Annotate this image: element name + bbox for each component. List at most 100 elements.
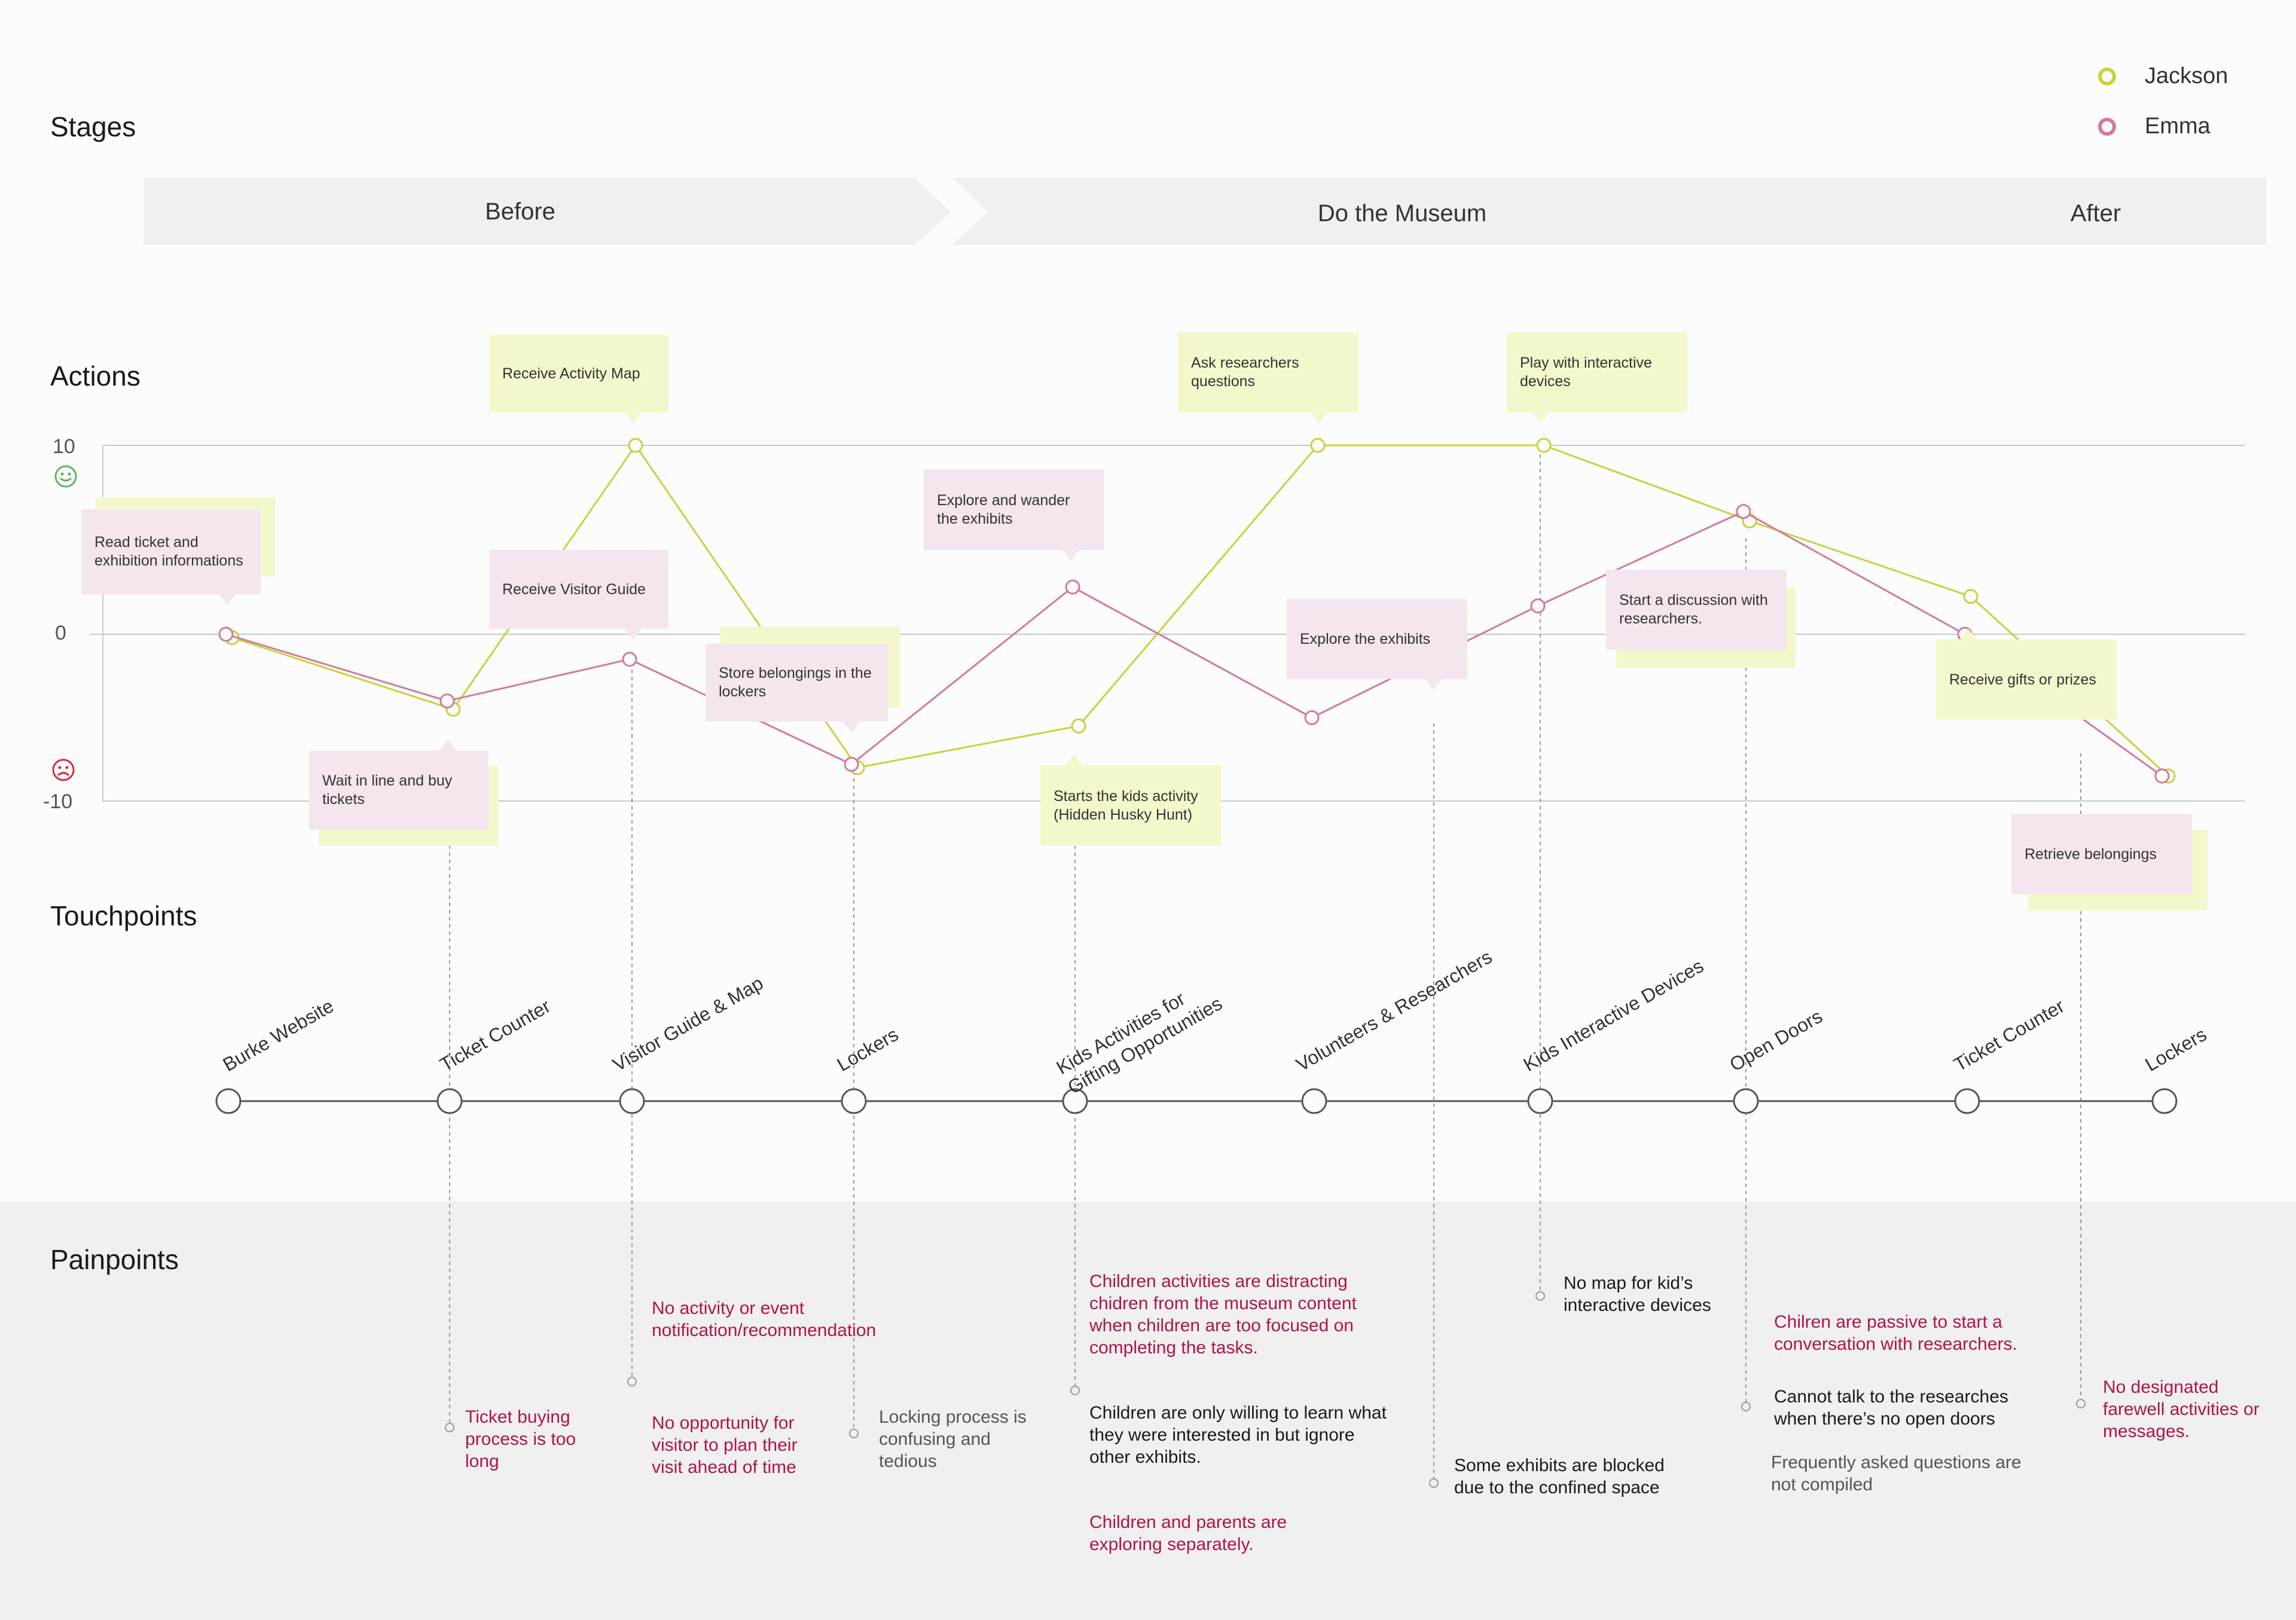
data-point-emma: [439, 693, 455, 709]
painpoint-marker: [1429, 1478, 1439, 1488]
painpoint-marker: [2076, 1399, 2086, 1408]
touchpoint-node: [436, 1088, 463, 1114]
action-note-retrieve-belongings: Retrieve belongings: [2011, 814, 2192, 894]
painpoint-item: Some exhibits are blocked due to the con…: [1454, 1456, 1665, 1497]
action-note-text: Receive Activity Map: [502, 365, 640, 382]
action-note-play-devices: Play with interactive devices: [1507, 332, 1687, 412]
legend-circle-icon: [2098, 117, 2116, 136]
painpoint-marker: [627, 1377, 637, 1386]
legend-label: Jackson: [2145, 63, 2228, 88]
data-point-jackson: [1963, 589, 1979, 604]
data-point-jackson: [1536, 438, 1552, 453]
note-pointer: [1062, 550, 1079, 561]
series-line-emma: [225, 510, 2163, 777]
action-note-ask-researchers: Ask researchers questions: [1178, 332, 1358, 412]
note-pointer: [625, 412, 642, 423]
note-pointer: [625, 629, 642, 640]
painpoint-item: No map for kid’s interactive devices: [1564, 1273, 1711, 1315]
painpoint-item: No designated farewell activities or mes…: [2103, 1377, 2260, 1441]
note-pointer: [1425, 679, 1442, 690]
painpoint-item: Children activities are distracting chid…: [1089, 1271, 1357, 1358]
data-point-emma: [2154, 768, 2170, 784]
action-note-text: Retrieve belongings: [2025, 845, 2157, 863]
action-note-text: Explore the exhibits: [1300, 630, 1431, 647]
stage-label-after: After: [2070, 200, 2121, 227]
action-note-receive-map: Receive Activity Map: [489, 335, 668, 412]
action-note-text: Start a discussion with researchers.: [1619, 592, 1768, 627]
action-note-text: Explore and wander the exhibits: [937, 491, 1070, 527]
note-pointer: [1960, 629, 1977, 640]
painpoint-item: Chilren are passive to start a conversat…: [1774, 1312, 2017, 1354]
data-point-emma: [218, 626, 234, 642]
section-title-stages: Stages: [50, 111, 136, 142]
action-note-wait-line: Wait in line and buy tickets: [309, 751, 488, 830]
painpoint-marker: [1535, 1291, 1545, 1301]
action-note-text: Store belongings in the lockers: [719, 665, 872, 700]
touchpoint-node: [1527, 1088, 1553, 1114]
data-point-emma: [1736, 504, 1751, 519]
note-pointer: [1065, 754, 1082, 765]
action-note-text: Read ticket and exhibition informations: [94, 534, 243, 569]
axis-label-min: -10: [43, 790, 73, 813]
data-point-emma: [844, 757, 859, 772]
touchpoint-node: [2151, 1088, 2178, 1114]
painpoints-background: [0, 1202, 2296, 1620]
action-note-text: Wait in line and buy tickets: [322, 772, 453, 808]
painpoint-item: No opportunity for visitor to plan their…: [652, 1413, 798, 1477]
action-note-text: Starts the kids activity (Hidden Husky H…: [1054, 787, 1198, 823]
painpoint-item: Ticket buying process is too long: [465, 1407, 576, 1471]
painpoint-item: No activity or event notification/recomm…: [652, 1298, 877, 1340]
painpoint-marker: [1070, 1386, 1080, 1395]
section-title-actions: Actions: [50, 360, 141, 392]
touchpoint-node: [841, 1088, 867, 1114]
action-note-text: Ask researchers questions: [1191, 354, 1299, 390]
painpoint-marker: [445, 1423, 454, 1432]
action-note-explore-exhibits: Explore the exhibits: [1287, 599, 1467, 679]
painpoint-item: Children and parents are exploring separ…: [1089, 1512, 1287, 1554]
touchpoint-node: [1062, 1088, 1088, 1114]
section-title-touchpoints: Touchpoints: [50, 900, 197, 931]
note-pointer: [1532, 412, 1549, 423]
legend-circle-icon: [2098, 67, 2116, 85]
note-pointer: [219, 594, 236, 605]
frown-icon: [52, 759, 75, 781]
data-point-emma: [1530, 598, 1546, 614]
data-point-emma: [1304, 710, 1320, 725]
axis-label-max: 10: [53, 435, 75, 458]
data-point-jackson: [628, 438, 643, 453]
action-note-receive-gifts: Receive gifts or prizes: [1936, 640, 2117, 720]
smiley-icon: [54, 465, 77, 488]
section-title-painpoints: Painpoints: [50, 1244, 179, 1275]
data-point-jackson: [1310, 438, 1326, 453]
stage-arrow-before: [144, 178, 951, 245]
painpoint-item: Cannot talk to the researches when there…: [1774, 1387, 2008, 1429]
touchpoint-node: [215, 1088, 242, 1114]
stage-label-do-museum: Do the Museum: [1317, 200, 1487, 227]
painpoint-item: Frequently asked questions are not compi…: [1771, 1453, 2022, 1494]
data-point-emma: [622, 652, 637, 667]
stage-arrow-do-museum: [952, 178, 1946, 245]
touchpoint-node: [1954, 1088, 1980, 1114]
painpoint-marker: [849, 1429, 859, 1438]
action-note-start-discussion: Start a discussion with researchers.: [1606, 570, 1787, 650]
painpoint-item: Locking process is confusing and tedious: [879, 1407, 1027, 1471]
action-note-explore-wander: Explore and wander the exhibits: [924, 469, 1104, 550]
action-note-text: Receive Visitor Guide: [502, 580, 646, 598]
stage-arrow-after: [1909, 178, 2266, 245]
legend-item-jackson: Jackson: [2098, 63, 2228, 89]
action-note-read-ticket: Read ticket and exhibition informations: [81, 509, 261, 594]
legend-label: Emma: [2145, 114, 2210, 139]
action-note-store-belongings: Store belongings in the lockers: [706, 644, 888, 722]
touchpoint-node: [1301, 1088, 1327, 1114]
touchpoint-node: [1733, 1088, 1759, 1114]
touchpoint-node: [619, 1088, 645, 1114]
stage-label-before: Before: [485, 198, 555, 225]
note-pointer: [1311, 412, 1327, 423]
legend-item-emma: Emma: [2098, 114, 2210, 139]
note-pointer: [843, 722, 860, 732]
painpoint-marker: [1741, 1402, 1751, 1411]
action-note-text: Receive gifts or prizes: [1949, 671, 2096, 688]
action-note-text: Play with interactive devices: [1520, 354, 1652, 390]
painpoint-item: Children are only willing to learn what …: [1089, 1403, 1387, 1467]
